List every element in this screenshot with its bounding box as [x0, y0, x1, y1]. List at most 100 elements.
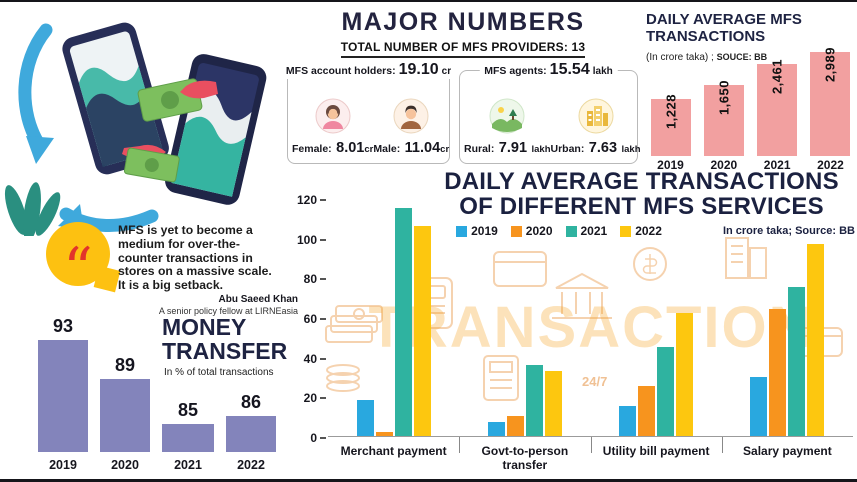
- y-axis-tick-label: 100: [296, 232, 317, 247]
- svc-bar-2020: [506, 416, 524, 436]
- daily-avg-mfs-note-source: SOUCE: BB: [716, 52, 768, 62]
- daily-avg-mfs-bar-2022: [810, 52, 851, 156]
- y-axis-tick-label: 120: [296, 193, 317, 207]
- y-axis-tick-20: 20: [304, 391, 326, 405]
- y-axis-tick-label: 0: [310, 431, 317, 445]
- legend-label-2020: 2020: [525, 224, 553, 238]
- bar-group-1: [328, 199, 459, 436]
- legend-swatch-2020: [510, 225, 522, 237]
- services-chart: TRANSACTION 24/7 DAILY AVERAGE TRANSACTI…: [297, 168, 857, 476]
- svc-bar-2020: [638, 386, 656, 436]
- daily-avg-mfs-bar-slot: 1,228 2019: [646, 30, 695, 172]
- services-chart-categories: Merchant payment Govt-to-person transfer U…: [328, 437, 853, 472]
- svc-bar-2019: [750, 376, 768, 436]
- male-holders-line: Male: 11.04cr: [373, 139, 449, 157]
- account-holders-unit: cr: [441, 66, 452, 77]
- daily-avg-mfs-bar-year: 2021: [763, 158, 791, 172]
- legend-swatch-2022: [620, 225, 632, 237]
- money-transfer-bar-2022: [226, 416, 276, 452]
- y-axis-tick-mark: [320, 437, 326, 439]
- illustration-svg: [4, 22, 267, 242]
- services-chart-note: In crore taka; Source: BB: [722, 225, 855, 237]
- rural-agents-line: Rural: 7.91 lakh: [464, 139, 551, 157]
- svc-bar-2019: [487, 422, 505, 436]
- bar-group-4: [722, 199, 853, 436]
- y-axis-tick-mark: [320, 357, 326, 360]
- money-transfer-bar-slot: 85 2021: [162, 310, 214, 474]
- money-transfer-bar-value: 93: [52, 316, 74, 336]
- category-label: Govt-to-person transfer: [459, 437, 590, 472]
- quote-circle-shape: [46, 222, 110, 286]
- agents-value: 15.54: [549, 61, 590, 78]
- y-axis-tick-60: 60: [304, 312, 326, 326]
- svc-bar-2020: [769, 309, 787, 436]
- money-transfer-bar-year: 2019: [49, 458, 77, 472]
- daily-avg-mfs-bar-year: 2020: [710, 158, 738, 172]
- bottom-border-rule: [0, 479, 857, 482]
- quote-author: Abu Saeed Khan: [218, 294, 298, 305]
- female-holders-line: Female: 8.01cr: [292, 139, 373, 157]
- urban-agents-item: Urban: 7.63 lakh: [551, 98, 641, 157]
- money-transfer-bar-slot: 89 2020: [100, 310, 150, 474]
- legend-item-2021: 2021: [565, 224, 608, 238]
- money-transfer-bars: 93 2019 89 2020 85 2021 86 2022: [28, 310, 294, 474]
- svc-bar-2021: [788, 287, 806, 436]
- y-axis-tick-label: 20: [303, 391, 317, 406]
- category-label: Merchant payment: [340, 444, 447, 458]
- quote-block: “ MFS is yet to become a medium for over…: [40, 218, 298, 322]
- daily-avg-mfs-bar-2020: [703, 85, 744, 156]
- urban-label: Urban:: [550, 143, 585, 155]
- urban-agents-line: Urban: 7.63 lakh: [551, 139, 641, 157]
- daily-avg-mfs-bar-value: 2,461: [769, 58, 785, 94]
- agents-unit: lakh: [592, 66, 613, 77]
- daily-avg-mfs-bar-year: 2019: [657, 158, 684, 172]
- y-axis-tick-120: 120: [297, 193, 326, 207]
- category-label: Salary payment: [721, 437, 853, 472]
- legend-label-2021: 2021: [580, 224, 608, 238]
- male-icon: [393, 98, 429, 134]
- legend-label-2019: 2019: [471, 224, 498, 238]
- doodle-24-7-text: 24/7: [582, 374, 608, 389]
- svc-bar-2022: [676, 313, 694, 436]
- svc-bar-2019: [356, 400, 374, 436]
- category-label: Utility bill payment: [590, 437, 722, 472]
- daily-avg-mfs-bar-value: 2,989: [822, 46, 838, 82]
- female-label: Female:: [292, 143, 332, 155]
- daily-avg-mfs-title: DAILY AVERAGE MFS TRANSACTIONS: [646, 11, 802, 45]
- agents-items: Rural: 7.91 lakh: [464, 81, 641, 157]
- legend-label-2022: 2022: [635, 224, 662, 238]
- account-holders-label: MFS account holders:: [285, 65, 396, 77]
- y-axis-tick-40: 40: [304, 352, 326, 366]
- quote-author-title: A senior policy fellow at LIRNEasia: [158, 306, 298, 316]
- legend-item-2020: 2020: [510, 224, 553, 238]
- bar-group-3: [591, 199, 722, 436]
- daily-avg-mfs-bars: 1,228 2019 1,650 2020 2,461 2021 2,989 2022: [646, 30, 855, 172]
- daily-avg-mfs-bar-value: 1,650: [716, 79, 732, 115]
- money-transfer-bar-value: 86: [240, 392, 262, 412]
- money-transfer-bar-year: 2022: [237, 458, 265, 472]
- quote-icon: “: [63, 235, 93, 303]
- account-holders-chip: MFS account holders: 19.10 cr: [280, 61, 457, 79]
- daily-avg-mfs-note-unit: (In crore taka) ;: [646, 52, 714, 63]
- svc-bar-2022: [807, 243, 825, 436]
- services-chart-title: DAILY AVERAGE TRANSACTIONS OF DIFFERENT …: [444, 168, 839, 220]
- y-axis-tick-80: 80: [304, 272, 326, 286]
- account-holders-items: Female: 8.01cr Male: 11.04cr: [292, 81, 449, 157]
- rural-icon: [489, 98, 525, 134]
- daily-avg-mfs-bar-slot: 2,989 2022: [806, 30, 855, 172]
- legend-swatch-2021: [565, 225, 577, 237]
- money-transfer-bar-year: 2021: [174, 458, 202, 472]
- urban-value: 7.63: [588, 140, 618, 156]
- urban-unit: lakh: [621, 144, 641, 155]
- y-axis-tick-100: 100: [297, 233, 326, 247]
- rural-unit: lakh: [531, 144, 551, 155]
- male-value: 11.04: [404, 140, 441, 156]
- daily-avg-mfs-bar-slot: 1,650 2020: [699, 30, 748, 172]
- phones-money-exchange-illustration: [2, 4, 292, 242]
- rural-value: 7.91: [498, 140, 528, 156]
- mfs-providers-total: TOTAL NUMBER OF MFS PROVIDERS: 13: [340, 40, 586, 58]
- money-transfer-bar-2020: [100, 379, 150, 452]
- money-transfer-bar-value: 85: [177, 400, 199, 420]
- money-transfer-bar-year: 2020: [111, 458, 139, 472]
